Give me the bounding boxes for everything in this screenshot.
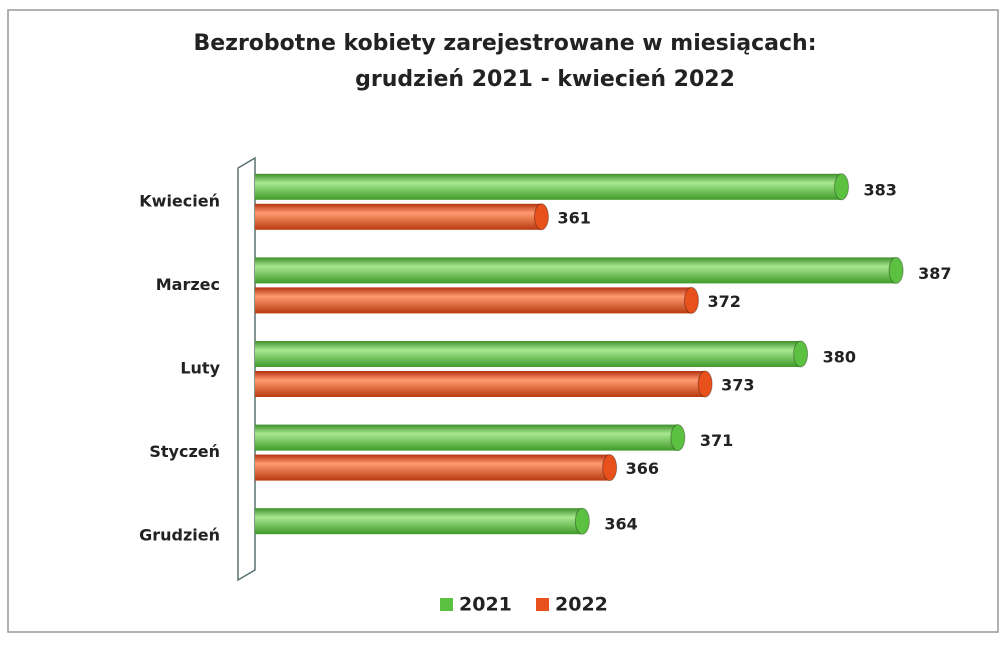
chart-title: Bezrobotne kobiety zarejestrowane w mies… — [193, 31, 816, 56]
bar-cap — [574, 507, 590, 535]
bar-cap — [834, 173, 850, 201]
bar — [255, 173, 842, 200]
chart-subtitle: grudzień 2021 - kwiecień 2022 — [355, 67, 735, 92]
bar-cap — [697, 370, 713, 398]
y-tick-label: Grudzień — [139, 526, 220, 545]
y-tick-label: Kwiecień — [139, 191, 220, 210]
y-tick-label: Luty — [180, 359, 220, 378]
legend-swatch — [536, 598, 549, 611]
bar-cap — [533, 203, 549, 231]
bar — [255, 508, 583, 535]
bar-cap — [683, 286, 699, 314]
data-label: 364 — [604, 515, 637, 534]
y-tick-label: Styczeń — [149, 442, 220, 461]
bar — [255, 454, 610, 481]
data-label: 372 — [707, 292, 740, 311]
bar-cap — [888, 256, 904, 284]
data-label: 380 — [823, 348, 856, 367]
legend-swatch — [440, 598, 453, 611]
data-label: 387 — [918, 264, 951, 283]
y-tick-label: Marzec — [156, 275, 220, 294]
bar-cap — [602, 454, 618, 482]
axis-wall — [237, 156, 256, 582]
bar-cap — [793, 340, 809, 368]
data-label: 361 — [557, 208, 590, 227]
bar — [255, 287, 692, 314]
legend-label: 2022 — [555, 594, 608, 616]
legend-label: 2021 — [459, 594, 512, 616]
data-label: 366 — [626, 459, 659, 478]
bar — [255, 203, 542, 230]
data-label: 371 — [700, 431, 733, 450]
bar — [255, 257, 897, 284]
bar-cap — [670, 424, 686, 452]
bar — [255, 424, 678, 451]
data-label: 383 — [864, 180, 897, 199]
bar — [255, 341, 801, 367]
bar — [255, 371, 706, 397]
data-label: 373 — [721, 376, 754, 395]
